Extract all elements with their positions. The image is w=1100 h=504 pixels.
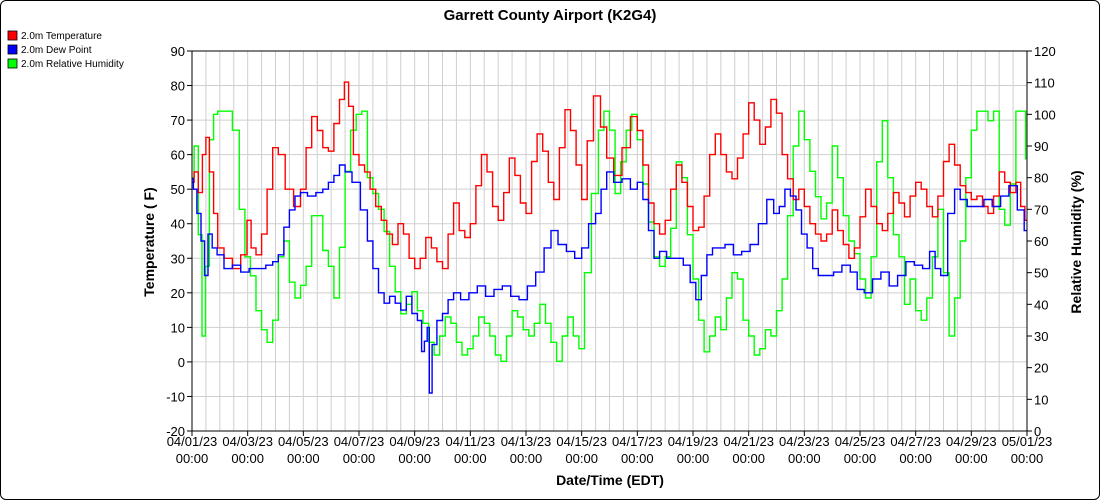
y2-tick-label: 50: [1034, 266, 1048, 281]
x-tick-date: 04/07/23: [334, 434, 385, 449]
legend-swatch-2-0m-relative-humidity: [7, 58, 18, 69]
x-tick-date: 04/05/23: [278, 434, 329, 449]
x-tick-date: 04/23/23: [779, 434, 830, 449]
x-tick-time: 00:00: [454, 451, 487, 466]
legend-swatch-2-0m-temperature: [7, 30, 18, 41]
y2-tick-label: 110: [1034, 76, 1055, 91]
x-tick-date: 04/01/23: [167, 434, 218, 449]
legend-label-2-0m-relative-humidity: 2.0m Relative Humidity: [21, 59, 124, 70]
x-tick-date: 04/17/23: [612, 434, 663, 449]
y-tick-label: 60: [171, 148, 185, 163]
y2-tick-label: 20: [1034, 361, 1048, 376]
y-tick-label: 20: [171, 286, 185, 301]
legend-swatch-2-0m-dew-point: [7, 44, 18, 55]
x-tick-date: 04/11/23: [446, 434, 496, 449]
x-axis-label: Date/Time (EDT): [556, 472, 664, 488]
x-tick-date: 04/03/23: [222, 434, 273, 449]
x-tick-date: 04/15/23: [556, 434, 607, 449]
x-tick-time: 00:00: [899, 451, 932, 466]
x-tick-time: 00:00: [343, 451, 376, 466]
x-tick-time: 00:00: [621, 451, 654, 466]
x-tick-date: 04/09/23: [389, 434, 440, 449]
x-tick-date: 04/19/23: [668, 434, 719, 449]
y-tick-label: -10: [166, 389, 185, 404]
y2-tick-label: 100: [1034, 107, 1056, 122]
series-layer: [192, 81, 1027, 394]
x-tick-time: 00:00: [732, 451, 765, 466]
x-tick-date: 04/13/23: [501, 434, 552, 449]
y2-tick-label: 10: [1034, 392, 1048, 407]
x-tick-time: 00:00: [677, 451, 710, 466]
x-tick-date: 04/29/23: [946, 434, 997, 449]
x-tick-date: 04/25/23: [835, 434, 886, 449]
x-tick-time: 00:00: [510, 451, 543, 466]
y2-tick-label: 80: [1034, 171, 1048, 186]
y-tick-label: 90: [171, 44, 185, 59]
series-line-2-0m-relative-humidity: [192, 110, 1027, 362]
y2-tick-label: 60: [1034, 234, 1048, 249]
legend-label-2-0m-dew-point: 2.0m Dew Point: [21, 45, 92, 56]
x-tick-time: 00:00: [955, 451, 988, 466]
y2-tick-label: 0: [1034, 424, 1041, 439]
x-tick-time: 00:00: [398, 451, 431, 466]
x-tick-time: 00:00: [1011, 451, 1044, 466]
y-tick-label: 30: [171, 251, 185, 266]
y2-tick-label: 120: [1034, 44, 1056, 59]
series-line-2-0m-temperature: [192, 81, 1027, 270]
y2-tick-label: 70: [1034, 202, 1048, 217]
y-tick-label: 80: [171, 79, 185, 94]
x-tick-date: 04/21/23: [723, 434, 774, 449]
x-tick-time: 00:00: [565, 451, 598, 466]
x-tick-date: 05/01/23: [1002, 434, 1053, 449]
x-tick-time: 00:00: [231, 451, 264, 466]
y-tick-label: 0: [178, 355, 185, 370]
grid: [191, 50, 1028, 432]
y2-tick-label: 90: [1034, 139, 1048, 154]
y-tick-label: 50: [171, 182, 185, 197]
series-line-2-0m-dew-point: [192, 164, 1027, 394]
chart-title: Garrett County Airport (K2G4): [444, 7, 657, 24]
y-axis-left: -20 -10 0 10 20 30 40 50 60 70 80 90: [166, 44, 192, 439]
x-tick-time: 00:00: [788, 451, 821, 466]
legend-label-2-0m-temperature: 2.0m Temperature: [21, 31, 102, 42]
x-axis: 04/01/23 00:00 04/03/23 00:00 04/05/23 00:00 0…: [167, 431, 1053, 466]
y2-tick-label: 40: [1034, 297, 1048, 312]
y-tick-label: 40: [171, 217, 185, 232]
y-axis-label: Temperature ( F): [141, 187, 157, 296]
x-tick-date: 04/27/23: [890, 434, 941, 449]
x-tick-time: 00:00: [844, 451, 877, 466]
y-axis-right: 0 10 20 30 40 50 60 70 80 90 100 110 120: [1027, 44, 1056, 439]
y-tick-label: -20: [166, 424, 185, 439]
y-tick-label: 10: [171, 320, 185, 335]
legend: 2.0m Temperature 2.0m Dew Point 2.0m Relat…: [7, 30, 124, 70]
y-tick-label: 70: [171, 113, 185, 128]
x-tick-time: 00:00: [287, 451, 320, 466]
y2-axis-label: Relative Humidity (%): [1068, 170, 1084, 313]
x-tick-time: 00:00: [176, 451, 209, 466]
y2-tick-label: 30: [1034, 329, 1048, 344]
